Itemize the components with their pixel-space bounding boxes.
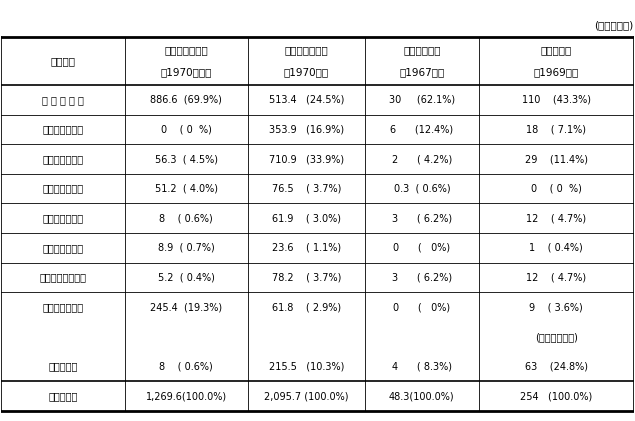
Text: 48.3(100.0%): 48.3(100.0%) xyxy=(389,391,455,401)
Text: 353.9   (16.9%): 353.9 (16.9%) xyxy=(269,125,344,134)
Text: 12    ( 4.7%): 12 ( 4.7%) xyxy=(526,213,586,223)
Text: スウェーデン: スウェーデン xyxy=(403,45,441,55)
Text: 2,095.7 (100.0%): 2,095.7 (100.0%) xyxy=(264,391,349,401)
Text: 23.6    ( 1.1%): 23.6 ( 1.1%) xyxy=(272,243,341,253)
Text: 110    (43.3%): 110 (43.3%) xyxy=(522,95,591,105)
Text: 合　　　計: 合 計 xyxy=(48,391,77,401)
Text: 61.8    ( 2.9%): 61.8 ( 2.9%) xyxy=(272,302,341,312)
Text: （1969年）: （1969年） xyxy=(533,67,578,77)
Text: (単位：トン): (単位：トン) xyxy=(594,20,634,30)
Text: 歯科用アマルガム: 歯科用アマルガム xyxy=(39,272,86,282)
Text: 3      ( 6.2%): 3 ( 6.2%) xyxy=(392,213,452,223)
Text: 5.2  ( 0.4%): 5.2 ( 0.4%) xyxy=(158,272,215,282)
Text: 56.3  ( 4.5%): 56.3 ( 4.5%) xyxy=(155,154,218,164)
Text: 苛 性 ソ ー ダ: 苛 性 ソ ー ダ xyxy=(42,95,84,105)
Text: 0    ( 0  %): 0 ( 0 %) xyxy=(531,184,582,194)
Text: 61.9    ( 3.0%): 61.9 ( 3.0%) xyxy=(272,213,341,223)
Text: 30     (62.1%): 30 (62.1%) xyxy=(389,95,455,105)
Text: 無　機　薬　品: 無 機 薬 品 xyxy=(43,302,84,312)
Text: カ　ナ　ダ: カ ナ ダ xyxy=(540,45,572,55)
Text: 76.5    ( 3.7%): 76.5 ( 3.7%) xyxy=(272,184,341,194)
Text: 6      (12.4%): 6 (12.4%) xyxy=(391,125,453,134)
Text: 18    ( 7.1%): 18 ( 7.1%) xyxy=(526,125,586,134)
Text: 用　　途: 用 途 xyxy=(51,56,76,66)
Text: ア　メ　リ　カ: ア メ リ カ xyxy=(284,45,328,55)
Text: 3      ( 6.2%): 3 ( 6.2%) xyxy=(392,272,452,282)
Text: 医　　　　　薬: 医 薬 xyxy=(43,243,84,253)
Text: 254   (100.0%): 254 (100.0%) xyxy=(520,391,592,401)
Text: 710.9   (33.9%): 710.9 (33.9%) xyxy=(269,154,344,164)
Text: 顔　　　　　料: 顔 料 xyxy=(43,125,84,134)
Text: 51.2  ( 4.0%): 51.2 ( 4.0%) xyxy=(155,184,218,194)
Text: 8    ( 0.6%): 8 ( 0.6%) xyxy=(159,213,213,223)
Text: 78.2    ( 3.7%): 78.2 ( 3.7%) xyxy=(272,272,341,282)
Text: 245.4  (19.3%): 245.4 (19.3%) xyxy=(150,302,222,312)
Text: 9    ( 3.6%): 9 ( 3.6%) xyxy=(530,302,583,312)
Text: 12    ( 4.7%): 12 ( 4.7%) xyxy=(526,272,586,282)
Text: 4      ( 8.3%): 4 ( 8.3%) xyxy=(392,361,452,371)
Text: 0    ( 0  %): 0 ( 0 %) xyxy=(161,125,211,134)
Text: 2      ( 4.2%): 2 ( 4.2%) xyxy=(392,154,452,164)
Text: 0      (   0%): 0 ( 0%) xyxy=(393,302,450,312)
Text: そ　の　他: そ の 他 xyxy=(48,361,77,371)
Text: 日　　　　　本: 日 本 xyxy=(164,45,208,55)
Text: 513.4   (24.5%): 513.4 (24.5%) xyxy=(269,95,344,105)
Text: 1    ( 0.4%): 1 ( 0.4%) xyxy=(530,243,583,253)
Text: 電気部品・計器: 電気部品・計器 xyxy=(43,154,84,164)
Text: 215.5   (10.3%): 215.5 (10.3%) xyxy=(269,361,344,371)
Text: 29    (11.4%): 29 (11.4%) xyxy=(525,154,587,164)
Text: (触媒を含む。): (触媒を含む。) xyxy=(535,332,578,342)
Text: 886.6  (69.9%): 886.6 (69.9%) xyxy=(150,95,222,105)
Text: 63    (24.8%): 63 (24.8%) xyxy=(525,361,587,371)
Text: 1,269.6(100.0%): 1,269.6(100.0%) xyxy=(146,391,227,401)
Text: 8    ( 0.6%): 8 ( 0.6%) xyxy=(159,361,213,371)
Text: 触　　　　　媒: 触 媒 xyxy=(43,184,84,194)
Text: 農　　　　　薬: 農 薬 xyxy=(43,213,84,223)
Text: 0.3  ( 0.6%): 0.3 ( 0.6%) xyxy=(394,184,450,194)
Text: （1970年）: （1970年） xyxy=(284,67,329,77)
Text: （1967年）: （1967年） xyxy=(399,67,444,77)
Text: 8.9  ( 0.7%): 8.9 ( 0.7%) xyxy=(158,243,215,253)
Text: （1970年度）: （1970年度） xyxy=(161,67,212,77)
Text: 0      (   0%): 0 ( 0%) xyxy=(393,243,450,253)
